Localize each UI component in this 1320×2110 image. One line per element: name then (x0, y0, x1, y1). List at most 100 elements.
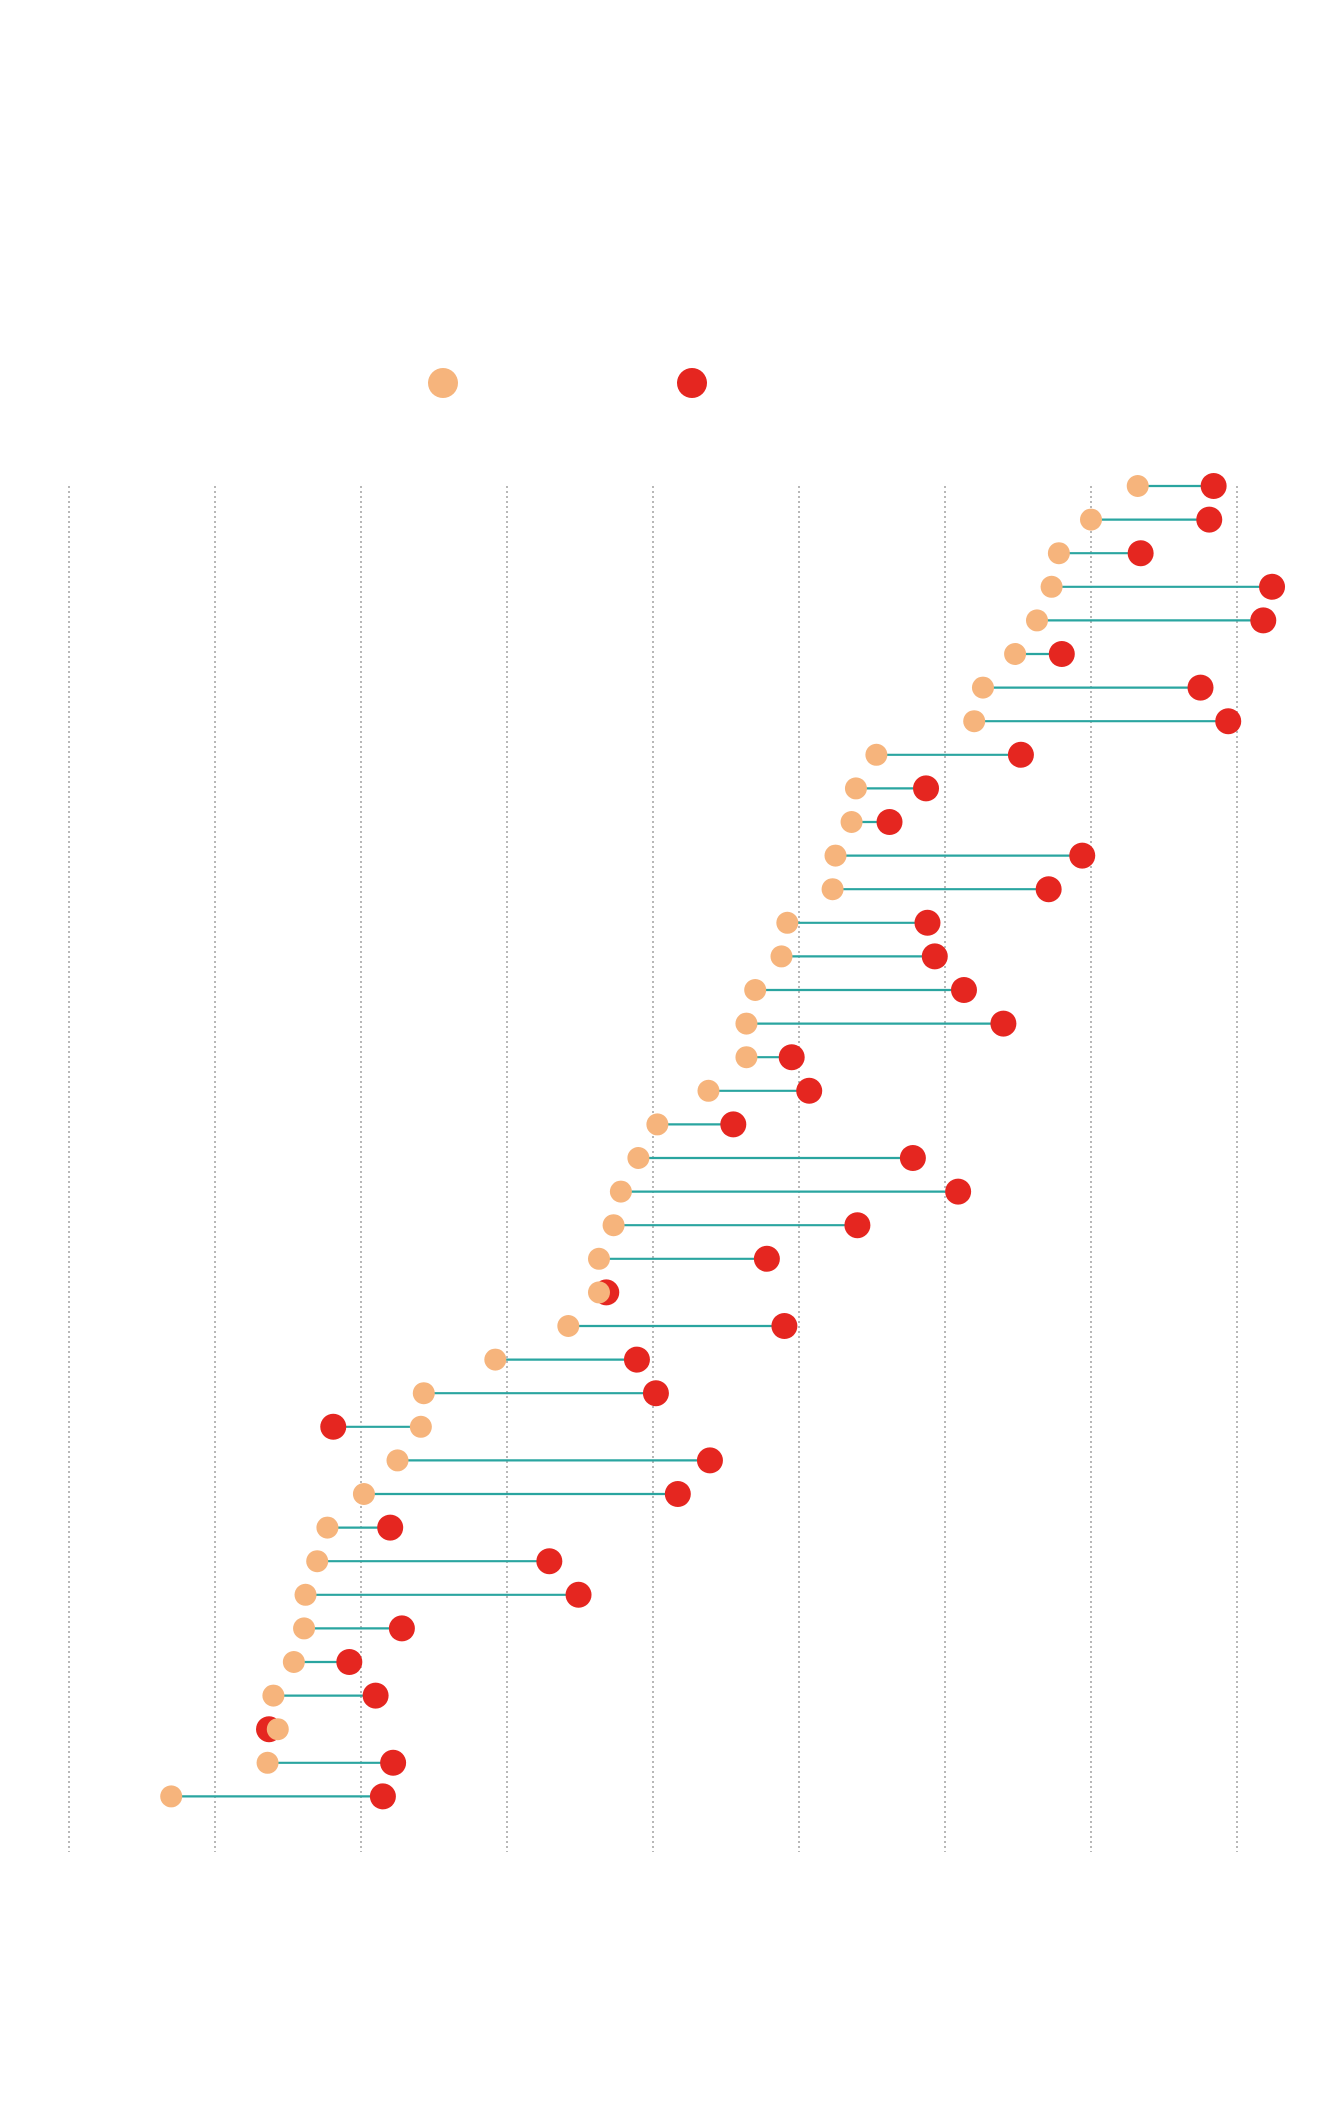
start-point (840, 811, 863, 833)
end-point (914, 909, 941, 936)
dumbbell-row (587, 1245, 780, 1272)
start-point (770, 945, 793, 968)
dumbbell-row (320, 1413, 432, 1440)
dumbbell-row (1126, 473, 1227, 499)
start-point (352, 1483, 375, 1505)
start-point (1047, 542, 1070, 565)
end-point (362, 1682, 389, 1709)
end-point (1127, 540, 1154, 567)
end-point (1200, 473, 1227, 499)
dumbbell-row (352, 1481, 691, 1507)
dumbbell-row (602, 1212, 871, 1239)
dumbbell-row (963, 708, 1242, 735)
end-point (990, 1010, 1017, 1037)
start-point (282, 1651, 305, 1673)
dumbbell-row (316, 1514, 404, 1541)
start-point (865, 743, 888, 766)
dumbbell-row (770, 943, 948, 970)
end-point (380, 1749, 407, 1776)
legend-marker-end (677, 368, 707, 398)
end-point (1069, 842, 1096, 869)
dumbbell-row (1047, 540, 1154, 567)
start-point (409, 1415, 432, 1438)
end-point (844, 1212, 871, 1239)
end-point (876, 809, 903, 835)
dumbbell-row (646, 1111, 747, 1138)
end-point (796, 1077, 823, 1104)
dumbbell-row (821, 876, 1062, 903)
start-point (735, 1012, 758, 1035)
start-point (971, 676, 994, 699)
start-point (386, 1449, 409, 1472)
end-point (1007, 741, 1034, 768)
start-point (256, 1751, 279, 1774)
end-point (336, 1649, 363, 1675)
start-point (587, 1247, 610, 1270)
end-point (377, 1514, 404, 1541)
dumbbell-row (484, 1346, 650, 1373)
end-point (899, 1145, 926, 1171)
dumbbell-row (256, 1749, 407, 1776)
start-point (1040, 575, 1063, 598)
dumbbell-row (294, 1581, 592, 1608)
dumbbell-row (609, 1178, 972, 1205)
start-point (316, 1516, 339, 1539)
dumbbell-row (160, 1783, 396, 1810)
dumbbell-row (262, 1682, 389, 1709)
end-point (1259, 573, 1286, 600)
end-point (565, 1581, 592, 1608)
end-point (913, 775, 940, 802)
end-point (1196, 506, 1223, 533)
start-point (609, 1180, 632, 1203)
start-point (844, 777, 867, 800)
dumbbell-row (697, 1077, 823, 1104)
start-point (1126, 475, 1149, 497)
dumbbell-row (844, 775, 940, 802)
end-point (1048, 641, 1075, 667)
end-point (753, 1245, 780, 1272)
start-point (160, 1785, 183, 1808)
start-point (1025, 609, 1048, 632)
end-point (1187, 674, 1214, 701)
dumbbell-row (587, 1279, 620, 1306)
end-point (642, 1380, 669, 1407)
dumbbell-row (256, 1716, 289, 1743)
start-point (963, 710, 986, 733)
start-point (484, 1348, 507, 1371)
legend-marker-start (428, 368, 458, 398)
end-point (771, 1313, 798, 1339)
start-point (266, 1718, 289, 1741)
end-point (1215, 708, 1242, 735)
dumbbell-row (386, 1447, 723, 1474)
dumbbell-row (735, 1010, 1017, 1037)
dumbbell-row (744, 977, 977, 1003)
start-point (1080, 508, 1102, 531)
legend (428, 368, 707, 398)
start-point (776, 911, 799, 934)
end-point (664, 1481, 691, 1507)
start-point (821, 878, 844, 901)
start-point (824, 844, 847, 867)
end-point (320, 1413, 347, 1440)
start-point (587, 1281, 610, 1304)
end-point (720, 1111, 747, 1138)
dumbbell-row (971, 674, 1214, 701)
end-point (623, 1346, 650, 1373)
dumbbell-row (627, 1145, 926, 1171)
end-point (945, 1178, 972, 1205)
dumbbell-row (293, 1615, 415, 1642)
dumbbell-row (1004, 641, 1075, 667)
dumbbell-row (824, 842, 1096, 869)
end-point (921, 943, 948, 970)
end-point (1250, 607, 1277, 634)
dumbbell-row (412, 1380, 669, 1407)
start-point (1004, 643, 1027, 665)
dumbbell-row (1025, 607, 1277, 634)
end-point (388, 1615, 415, 1642)
start-point (293, 1617, 316, 1640)
dumbbell-row (306, 1548, 563, 1575)
start-point (744, 979, 767, 1001)
dumbbell-rows (160, 473, 1286, 1810)
gridlines (68, 486, 1238, 1852)
start-point (646, 1113, 669, 1136)
